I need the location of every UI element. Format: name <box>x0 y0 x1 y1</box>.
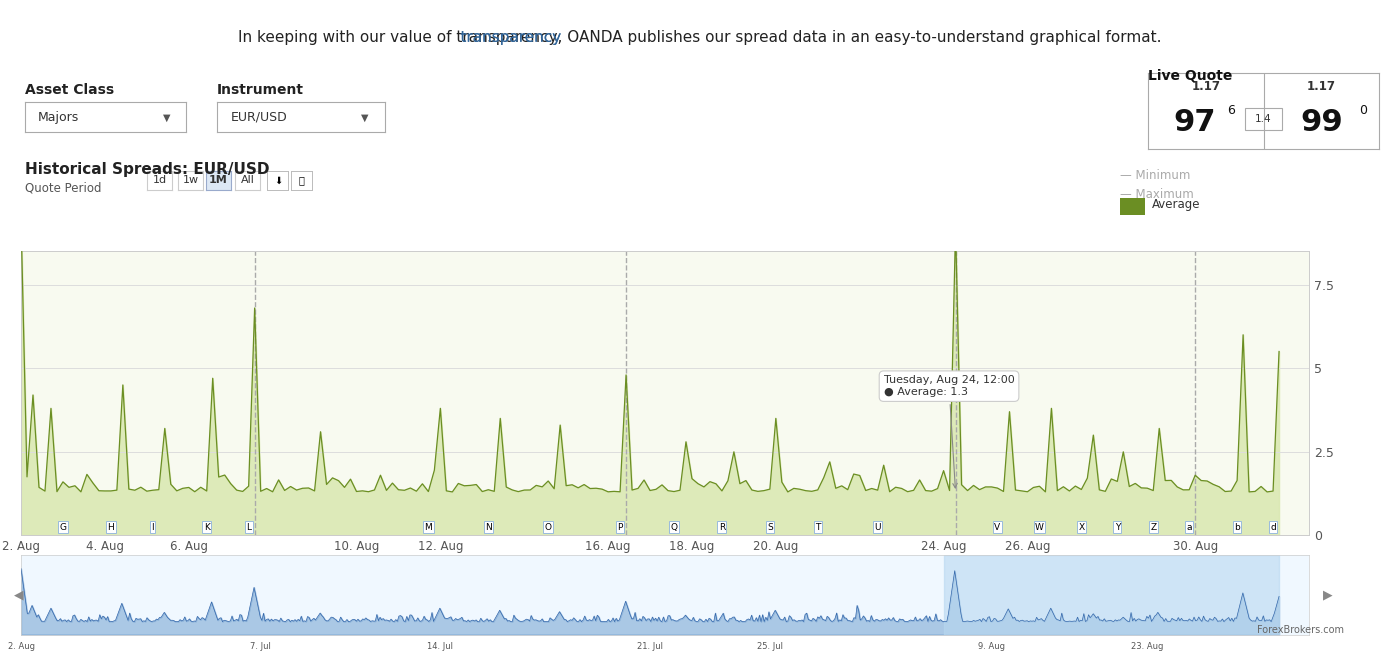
Text: Historical Spreads: EUR/USD: Historical Spreads: EUR/USD <box>25 162 270 177</box>
Text: 1.17: 1.17 <box>1306 80 1336 93</box>
Text: — Maximum: — Maximum <box>1120 188 1194 202</box>
Text: G: G <box>59 523 66 531</box>
Text: Instrument: Instrument <box>217 83 304 97</box>
Text: a: a <box>1186 523 1191 531</box>
Text: T: T <box>815 523 820 531</box>
Text: I: I <box>151 523 154 531</box>
Text: 21. Jul: 21. Jul <box>637 642 664 652</box>
Text: b: b <box>1235 523 1240 531</box>
Text: 1.17: 1.17 <box>1191 80 1221 93</box>
Text: M: M <box>424 523 433 531</box>
Text: ▶: ▶ <box>1323 588 1333 602</box>
Text: X: X <box>1078 523 1085 531</box>
Text: 2. Aug: 2. Aug <box>7 642 35 652</box>
Text: 0: 0 <box>1359 104 1366 117</box>
Text: All: All <box>241 175 255 186</box>
Text: 14. Jul: 14. Jul <box>427 642 454 652</box>
Text: V: V <box>994 523 1001 531</box>
Text: ▼: ▼ <box>361 112 368 122</box>
Text: Majors: Majors <box>38 111 80 124</box>
Text: H: H <box>108 523 115 531</box>
Text: Quote Period: Quote Period <box>25 182 102 195</box>
Text: ⬇: ⬇ <box>274 175 281 186</box>
Text: O: O <box>545 523 552 531</box>
Text: Average: Average <box>1152 198 1201 212</box>
Text: Asset Class: Asset Class <box>25 83 115 97</box>
Text: Tuesday, Aug 24, 12:00
● Average: 1.3: Tuesday, Aug 24, 12:00 ● Average: 1.3 <box>883 375 1015 488</box>
Text: d: d <box>1270 523 1275 531</box>
Text: P: P <box>617 523 623 531</box>
Text: S: S <box>767 523 773 531</box>
Text: ▼: ▼ <box>164 112 171 122</box>
Text: — Minimum: — Minimum <box>1120 169 1190 182</box>
Text: 1.4: 1.4 <box>1256 114 1271 124</box>
Text: 7. Jul: 7. Jul <box>251 642 272 652</box>
Text: 1M: 1M <box>209 175 228 186</box>
Text: transparency: transparency <box>461 30 561 45</box>
Text: 6: 6 <box>1228 104 1235 117</box>
Text: EUR/USD: EUR/USD <box>231 111 287 124</box>
Text: W: W <box>1035 523 1044 531</box>
Text: N: N <box>484 523 491 531</box>
Text: Z: Z <box>1151 523 1156 531</box>
FancyBboxPatch shape <box>1245 108 1282 130</box>
Text: Y: Y <box>1114 523 1120 531</box>
Text: 23. Aug: 23. Aug <box>1131 642 1163 652</box>
Text: U: U <box>875 523 881 531</box>
Bar <box>944 555 1280 635</box>
Text: 9. Aug: 9. Aug <box>979 642 1005 652</box>
Text: 99: 99 <box>1299 108 1343 137</box>
Text: K: K <box>204 523 210 531</box>
Text: Q: Q <box>671 523 678 531</box>
Text: Live Quote: Live Quote <box>1148 69 1232 83</box>
Text: ◀: ◀ <box>14 588 24 602</box>
Text: ForexBrokers.com: ForexBrokers.com <box>1257 625 1344 635</box>
Text: In keeping with our value of transparency, OANDA publishes our spread data in an: In keeping with our value of transparenc… <box>238 30 1162 45</box>
Text: 1d: 1d <box>153 175 167 186</box>
Text: 🖨: 🖨 <box>298 175 305 186</box>
Text: 25. Jul: 25. Jul <box>757 642 783 652</box>
Text: L: L <box>246 523 251 531</box>
Text: 97: 97 <box>1173 108 1215 137</box>
Text: 1w: 1w <box>182 175 199 186</box>
Text: R: R <box>718 523 725 531</box>
